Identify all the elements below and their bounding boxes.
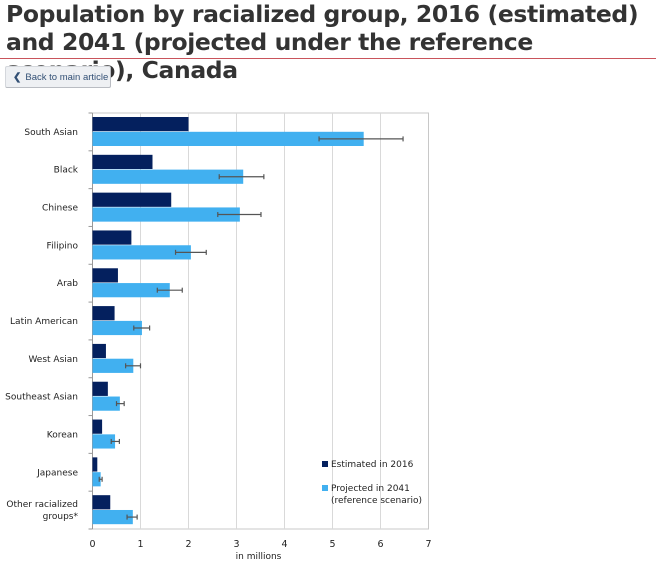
x-tick-label: 7 — [425, 539, 431, 550]
bar-projected-2041 — [92, 131, 364, 146]
x-tick-label: 6 — [377, 539, 383, 550]
bar-projected-2041 — [92, 509, 133, 525]
bar-projected-2041 — [92, 245, 191, 260]
bar-estimated-2016 — [92, 154, 153, 170]
bar-projected-2041 — [92, 472, 101, 487]
bar-projected-2041 — [92, 434, 116, 449]
bar-estimated-2016 — [92, 457, 98, 472]
category-label: groups* — [43, 512, 79, 522]
legend-label: Estimated in 2016 — [331, 460, 414, 470]
bar-projected-2041 — [92, 358, 134, 373]
bar-estimated-2016 — [92, 268, 118, 283]
bar-estimated-2016 — [92, 419, 103, 434]
bar-estimated-2016 — [92, 230, 132, 245]
legend-label: (reference scenario) — [331, 496, 422, 506]
back-to-main-article-button[interactable]: ❮ Back to main article — [5, 66, 111, 88]
bar-projected-2041 — [92, 283, 170, 298]
x-tick-label: 4 — [281, 539, 287, 550]
bar-estimated-2016 — [92, 192, 172, 207]
x-tick-label: 3 — [233, 539, 239, 550]
chevron-left-icon: ❮ — [13, 71, 22, 83]
category-label: West Asian — [28, 355, 78, 365]
title-divider — [0, 58, 656, 59]
category-label: Korean — [47, 430, 78, 440]
page-title: Population by racialized group, 2016 (es… — [6, 0, 639, 84]
bar-estimated-2016 — [92, 343, 106, 359]
x-tick-label: 0 — [89, 539, 95, 550]
category-label: Other racialized — [6, 500, 78, 510]
x-tick-label: 1 — [137, 539, 143, 550]
category-label: Black — [54, 166, 79, 176]
category-label: Arab — [57, 279, 78, 289]
legend-label: Projected in 2041 — [331, 484, 410, 494]
legend-swatch — [322, 485, 328, 491]
category-label: Chinese — [42, 204, 78, 214]
legend-swatch — [322, 461, 328, 467]
category-label: South Asian — [24, 128, 78, 138]
x-tick-label: 5 — [329, 539, 335, 550]
bar-estimated-2016 — [92, 306, 115, 321]
bar-projected-2041 — [92, 169, 244, 184]
category-label: Latin American — [10, 317, 78, 327]
bar-projected-2041 — [92, 320, 142, 336]
x-tick-label: 2 — [185, 539, 191, 550]
category-label: Filipino — [47, 241, 79, 251]
category-label: Southeast Asian — [5, 393, 78, 403]
bar-projected-2041 — [92, 207, 240, 222]
bar-estimated-2016 — [92, 495, 111, 510]
bar-estimated-2016 — [92, 381, 108, 396]
bar-projected-2041 — [92, 396, 120, 411]
bar-estimated-2016 — [92, 117, 189, 132]
back-button-label: Back to main article — [25, 71, 109, 83]
x-axis-label: in millions — [236, 552, 282, 562]
category-label: Japanese — [36, 468, 78, 478]
